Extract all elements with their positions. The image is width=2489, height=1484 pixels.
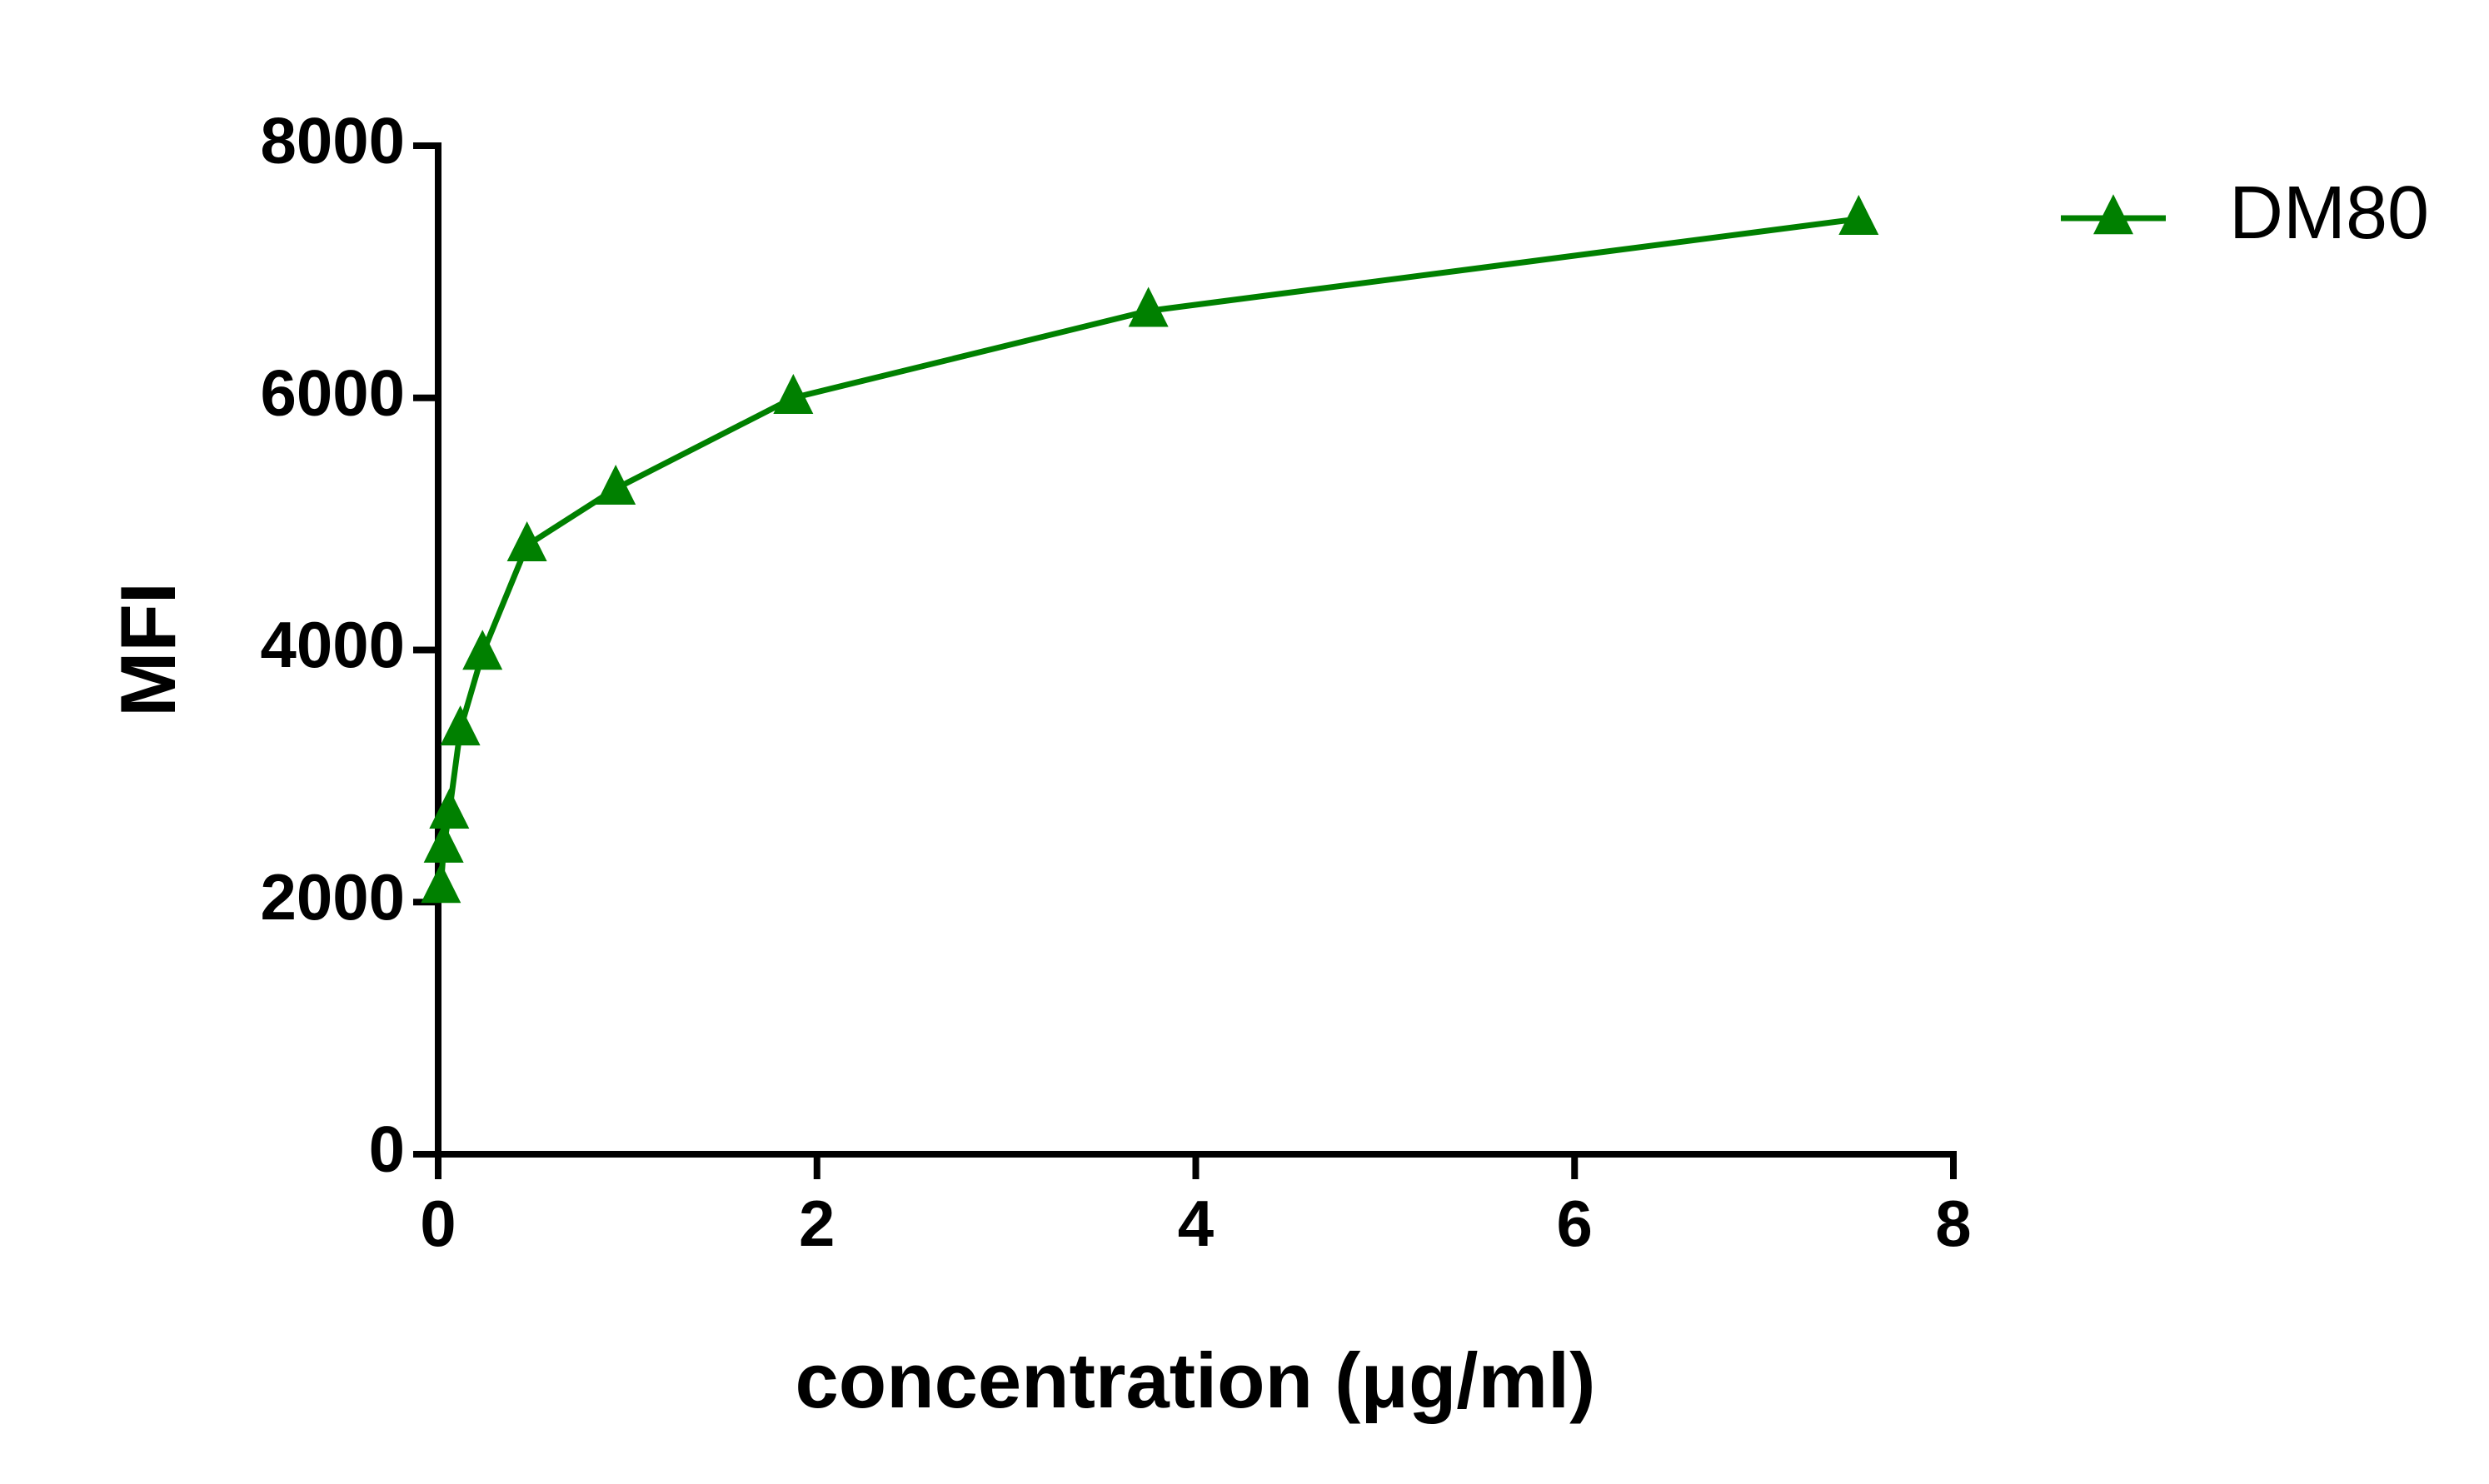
x-tick-label: 0 [420,1187,456,1260]
data-point [1128,286,1169,327]
data-point [440,705,481,746]
y-tick-label: 4000 [260,608,405,681]
y-axis-title: MFI [104,582,192,717]
data-point [596,464,636,505]
x-tick-label: 6 [1557,1187,1593,1260]
x-axis-title: concentration (μg/ml) [796,1337,1596,1424]
x-tick-label: 8 [1935,1187,1971,1260]
legend-marker [2093,194,2133,235]
data-point [773,373,814,414]
data-point [462,630,503,670]
legend-label: DM80 [2229,172,2429,255]
data-point [423,822,464,863]
y-tick-label: 0 [369,1113,405,1186]
x-tick-label: 4 [1178,1187,1214,1260]
y-tick-label: 2000 [260,860,405,934]
data-point [1838,194,1879,235]
data-point [506,521,547,562]
data-point [429,788,470,829]
y-tick-label: 8000 [260,104,405,177]
x-tick-label: 2 [799,1187,835,1260]
y-tick-label: 6000 [260,356,405,429]
data-point [421,863,461,904]
